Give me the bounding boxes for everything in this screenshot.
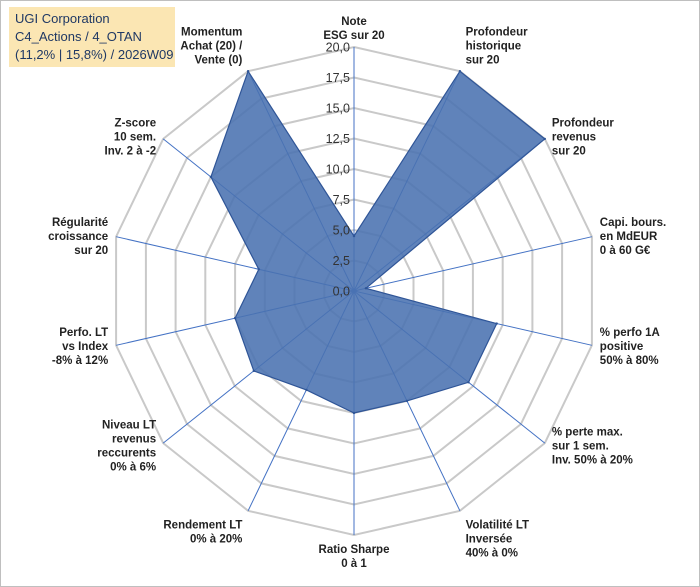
axis-label: Z-score 10 sem. Inv. 2 à -2 (105, 117, 157, 157)
tick-label: 15,0 (326, 102, 350, 116)
tick-label: 5,0 (333, 224, 350, 238)
radar-tick-labels: 0,0 2,5 5,0 7,5 10,0 12,5 15,0 17,5 20,0 (326, 41, 350, 299)
radar-series (209, 69, 546, 415)
data-point (252, 369, 255, 373)
tick-label: 17,5 (326, 71, 350, 85)
axis-label: % perfo 1A positive 50% à 80% (600, 327, 660, 367)
tick-label: 20,0 (326, 41, 350, 55)
axis-label: Niveau LT revenus reccurents 0% à 6% (97, 420, 156, 474)
axis-label: Rendement LT 0% à 20% (163, 519, 242, 545)
info-box: UGI Corporation C4_Actions / 4_OTAN (11,… (9, 7, 175, 67)
data-point (233, 316, 237, 320)
axis-label: Perfo. LT vs Index -8% à 12% (52, 327, 109, 367)
data-point (305, 388, 308, 392)
axis-label: Capi. bours. en MdEUR 0 à 60 G€ (600, 217, 666, 257)
data-point (405, 399, 409, 403)
company-name: UGI Corporation (15, 11, 110, 26)
stats-label: (11,2% | 15,8%) / 2026W09 (15, 47, 174, 62)
tick-label: 7,5 (333, 193, 350, 207)
data-point (495, 322, 498, 325)
portfolio-label: C4_Actions / 4_OTAN (15, 29, 142, 44)
data-point (543, 137, 546, 141)
data-point (352, 234, 356, 238)
data-point (352, 411, 356, 415)
data-point (467, 381, 470, 384)
data-point (257, 268, 260, 271)
axis-label: Profondeur historique sur 20 (466, 27, 528, 67)
data-point (209, 175, 213, 179)
spoke-line (353, 236, 593, 292)
tick-label: 12,5 (326, 132, 350, 146)
data-point (364, 287, 368, 290)
data-point (458, 70, 462, 73)
axis-label: Ratio Sharpe 0 à 1 (319, 544, 390, 570)
axis-label: Volatilité LT Inversée 40% à 0% (466, 519, 529, 559)
axis-label: Note ESG sur 20 (323, 16, 384, 42)
axis-label: % perte max. sur 1 sem. Inv. 50% à 20% (552, 427, 633, 467)
axis-label: Momentum Achat (20) / Vente (0) (180, 27, 243, 67)
tick-label: 10,0 (326, 163, 350, 177)
axis-label: Régularité croissance sur 20 (48, 217, 108, 257)
axis-label: Profondeur revenus sur 20 (552, 117, 614, 157)
tick-label: 0,0 (333, 285, 350, 299)
radar-axis-labels: Note ESG sur 20 Profondeur historique sur 20… (48, 16, 666, 570)
tick-label: 2,5 (333, 254, 350, 268)
data-point (246, 70, 250, 73)
